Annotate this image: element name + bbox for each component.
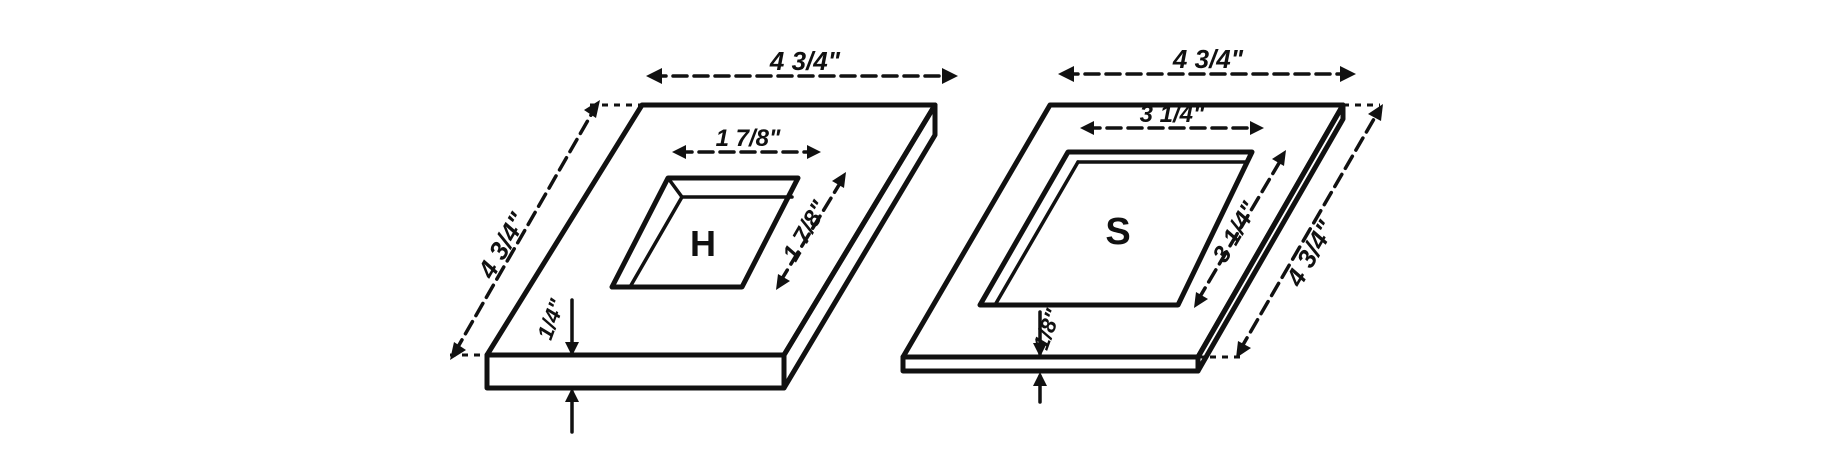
plate-s-thickness-arrow-bottom xyxy=(1033,372,1047,386)
plate-s-opening-inner-wall xyxy=(993,160,1080,307)
plate-h-opening-height-arrow-bottom xyxy=(776,274,790,290)
plate-h-opening-width-arrow-right xyxy=(807,145,821,159)
plate-s-opening xyxy=(977,149,1255,308)
plate-s-opening-height-line xyxy=(1196,156,1284,302)
plate-s-opening-width-arrow-right xyxy=(1250,121,1264,135)
plate-h-thickness-arrow-bottom xyxy=(565,388,579,402)
plate-h-opening-inner-wall xyxy=(628,195,684,289)
plate-s-right-height-label: 4 3/4" xyxy=(1279,215,1341,292)
plate-s-letter: S xyxy=(1105,211,1130,253)
plate-s-opening-height-arrow-top xyxy=(1272,150,1286,166)
plate-s-top-width-label: 4 3/4" xyxy=(1172,44,1244,74)
plate-s-opening-width-arrow-left xyxy=(1080,121,1094,135)
plate-h-right-edge xyxy=(781,102,938,391)
plate-h-top-width-arrow-right xyxy=(942,68,958,84)
plate-h-front-edge xyxy=(484,352,787,391)
plate-h-left-height-arrow-bottom xyxy=(450,342,466,360)
plate-h-thickness-label: 1/4" xyxy=(532,295,570,343)
plate-h-left-height-label: 4 3/4" xyxy=(471,207,533,284)
plate-s-thickness-label: 1/8" xyxy=(1028,305,1066,353)
plate-h-thickness-arrow-top xyxy=(565,342,579,356)
plate-h-opening-width-label: 1 7/8" xyxy=(716,125,781,152)
plate-h-left-height-arrow-top xyxy=(584,100,600,118)
plate-h-opening-corner xyxy=(666,176,684,199)
plate-s-front-edge xyxy=(900,354,1201,374)
plate-s-thickness-arrow-top xyxy=(1033,343,1047,357)
plate-h-top-width-label: 4 3/4" xyxy=(769,46,841,76)
plate-h-opening-width-arrow-left xyxy=(672,145,686,159)
plate-s-opening-height-arrow-bottom xyxy=(1194,292,1208,308)
plate-s-top-width-arrow-left xyxy=(1058,66,1074,82)
plate-s-opening-width-label: 3 1/4" xyxy=(1140,101,1205,128)
plate-h: H 4 3/4" 4 3/4" 1 7/8" 1 7/8" 1/4" xyxy=(450,46,958,434)
plate-s: S 4 3/4" 3 1/4" 3 1/4" 4 3/4" 1/8" xyxy=(900,44,1383,404)
plate-s-right-height-arrow-top xyxy=(1368,104,1383,121)
plate-h-letter: H xyxy=(690,223,716,264)
plate-h-left-height-line xyxy=(453,106,597,354)
plate-h-opening-height-arrow-top xyxy=(832,172,846,188)
plate-h-opening xyxy=(609,175,801,290)
plate-s-right-height-arrow-bottom xyxy=(1236,341,1251,358)
plate-h-top-width-arrow-left xyxy=(646,68,662,84)
plate-s-right-height-line xyxy=(1238,110,1380,352)
plate-h-opening-height-line xyxy=(778,178,844,284)
plate-s-right-edge xyxy=(1195,102,1346,374)
plate-s-top-width-arrow-right xyxy=(1340,66,1356,82)
